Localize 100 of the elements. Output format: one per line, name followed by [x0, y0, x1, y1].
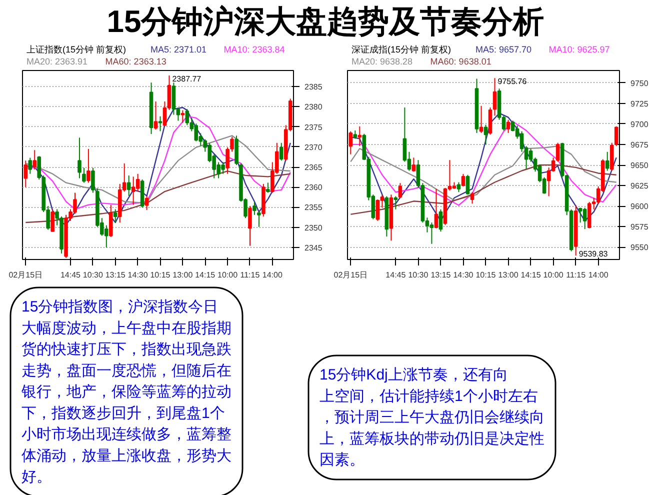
candlestick: [82, 167, 86, 184]
y-tick-label: 9550: [630, 243, 649, 252]
x-tick-label: 02月15日: [334, 270, 368, 280]
candlestick: [86, 148, 90, 184]
x-tick-label: 10:30: [408, 270, 429, 280]
text: 15分钟指数图，沪深指数今日大幅度波动，上午盘中在股指期货的快速打压下，指数出现急跌走势，盘面一度恐慌，但随后在银行，地产，保险等蓝筹的拉动下，指数逐步回升，到尾盘1个小时市场出现连续做多，蓝筹整体涌动，放量上涨收盘，形势大好。: [22, 298, 232, 486]
candlestick: [582, 207, 587, 230]
x-tick-label: 10:30: [82, 270, 104, 280]
y-tick-label: 2385: [304, 82, 323, 92]
text: MA60: 9638.01: [430, 56, 492, 66]
candlestick: [252, 201, 256, 216]
candlestick: [430, 222, 434, 244]
chart-title: 15分钟沪深大盘趋势及节奏分析: [106, 4, 544, 39]
x-tick-label: 14:30: [453, 270, 474, 280]
candlestick: [136, 173, 140, 192]
text: MA20: 2363.91: [26, 56, 88, 66]
candlestick: [24, 160, 28, 188]
candlestick: [144, 195, 149, 211]
candlestick: [126, 174, 131, 196]
chart-subtitle: 深证成指(15分钟 前复权): [352, 44, 452, 54]
candlestick: [172, 82, 176, 116]
x-tick-label: 14:45: [386, 270, 406, 280]
candlestick: [348, 130, 353, 155]
x-tick-label: 14:00: [262, 270, 283, 280]
candlestick: [412, 157, 416, 172]
candlestick: [614, 126, 618, 147]
y-tick-label: 9650: [630, 161, 649, 170]
candlestick: [78, 137, 82, 179]
candlestick: [131, 176, 136, 206]
candlestick: [587, 201, 592, 229]
candlestick: [578, 207, 582, 224]
candlestick: [185, 108, 190, 126]
chart-subtitle: 上证指数(15分钟 前复权): [26, 44, 126, 54]
x-tick-label: 10:15: [150, 270, 171, 280]
y-tick-label: 2365: [304, 163, 323, 172]
candlestick: [394, 196, 398, 210]
annotation: 9539.83: [578, 250, 608, 259]
x-tick-label: 10:00: [543, 270, 564, 280]
x-tick-label: 10:00: [218, 270, 238, 280]
candlestick: [158, 116, 162, 132]
candlestick: [248, 206, 252, 246]
x-tick-label: 13:00: [498, 270, 519, 280]
x-tick-label: 14:45: [60, 270, 82, 280]
candlestick: [605, 151, 610, 172]
candlestick: [50, 208, 54, 232]
text: MA60: 2363.13: [105, 56, 166, 66]
candlestick: [492, 78, 497, 116]
x-tick-label: 02月15日: [8, 270, 43, 280]
annotation: 9755.76: [498, 77, 528, 86]
candlestick: [506, 119, 510, 134]
candlestick: [358, 126, 362, 147]
y-tick-label: 2370: [304, 142, 323, 152]
y-tick-label: 9600: [630, 202, 649, 212]
line-series: [350, 146, 617, 201]
candlestick: [266, 182, 270, 194]
y-tick-label: 2350: [304, 223, 323, 232]
line-series: [25, 106, 291, 226]
text: 15分钟Kdj上涨节奏，还有向上空间，估计能持续1个小时左右，预计周三上午大盘仍旧会继续向上，蓝筹板块的带动仍旧是决定性因素。: [320, 366, 544, 468]
text: MA5: 9657.70: [476, 44, 532, 54]
candlestick: [180, 110, 185, 124]
candlestick: [488, 106, 492, 136]
candlestick: [466, 174, 470, 196]
candlestick: [398, 182, 402, 198]
y-tick-label: 2380: [304, 102, 323, 112]
x-tick-label: 13:15: [105, 270, 126, 280]
y-tick-label: 9675: [630, 140, 649, 150]
text: MA10: 9625.97: [548, 44, 610, 54]
candlestick: [610, 142, 614, 172]
candlestick: [257, 210, 261, 228]
candlestick: [194, 123, 198, 142]
text: MA20: 9638.28: [352, 56, 413, 66]
x-tick-label: 11:15: [240, 270, 260, 280]
candlestick: [154, 100, 158, 130]
candlestick: [32, 150, 37, 170]
candlestick: [479, 105, 484, 134]
candlestick: [113, 208, 118, 224]
y-tick-label: 2375: [304, 122, 323, 132]
y-tick-label: 2345: [304, 243, 323, 252]
candlestick: [470, 192, 474, 204]
candlestick: [456, 182, 461, 193]
y-tick-label: 9750: [630, 78, 649, 88]
line-series: [350, 120, 617, 206]
x-tick-label: 14:15: [520, 270, 542, 280]
candlestick: [434, 188, 438, 229]
candlestick: [484, 124, 488, 145]
text: MA10: 2363.84: [224, 44, 285, 54]
y-tick-label: 9625: [630, 182, 649, 191]
x-tick-label: 14:15: [195, 270, 216, 280]
x-tick-label: 13:15: [430, 270, 452, 280]
x-tick-label: 10:15: [476, 270, 496, 280]
x-tick-label: 13:00: [172, 270, 194, 280]
y-tick-label: 9575: [630, 222, 649, 232]
candlestick: [91, 167, 95, 194]
candlestick: [556, 142, 560, 162]
candlestick: [28, 157, 32, 174]
x-tick-label: 14:00: [588, 270, 609, 280]
candlestick: [438, 208, 443, 232]
x-tick-label: 11:15: [566, 270, 586, 280]
y-tick-label: 9700: [630, 120, 649, 129]
candlestick: [461, 174, 466, 187]
